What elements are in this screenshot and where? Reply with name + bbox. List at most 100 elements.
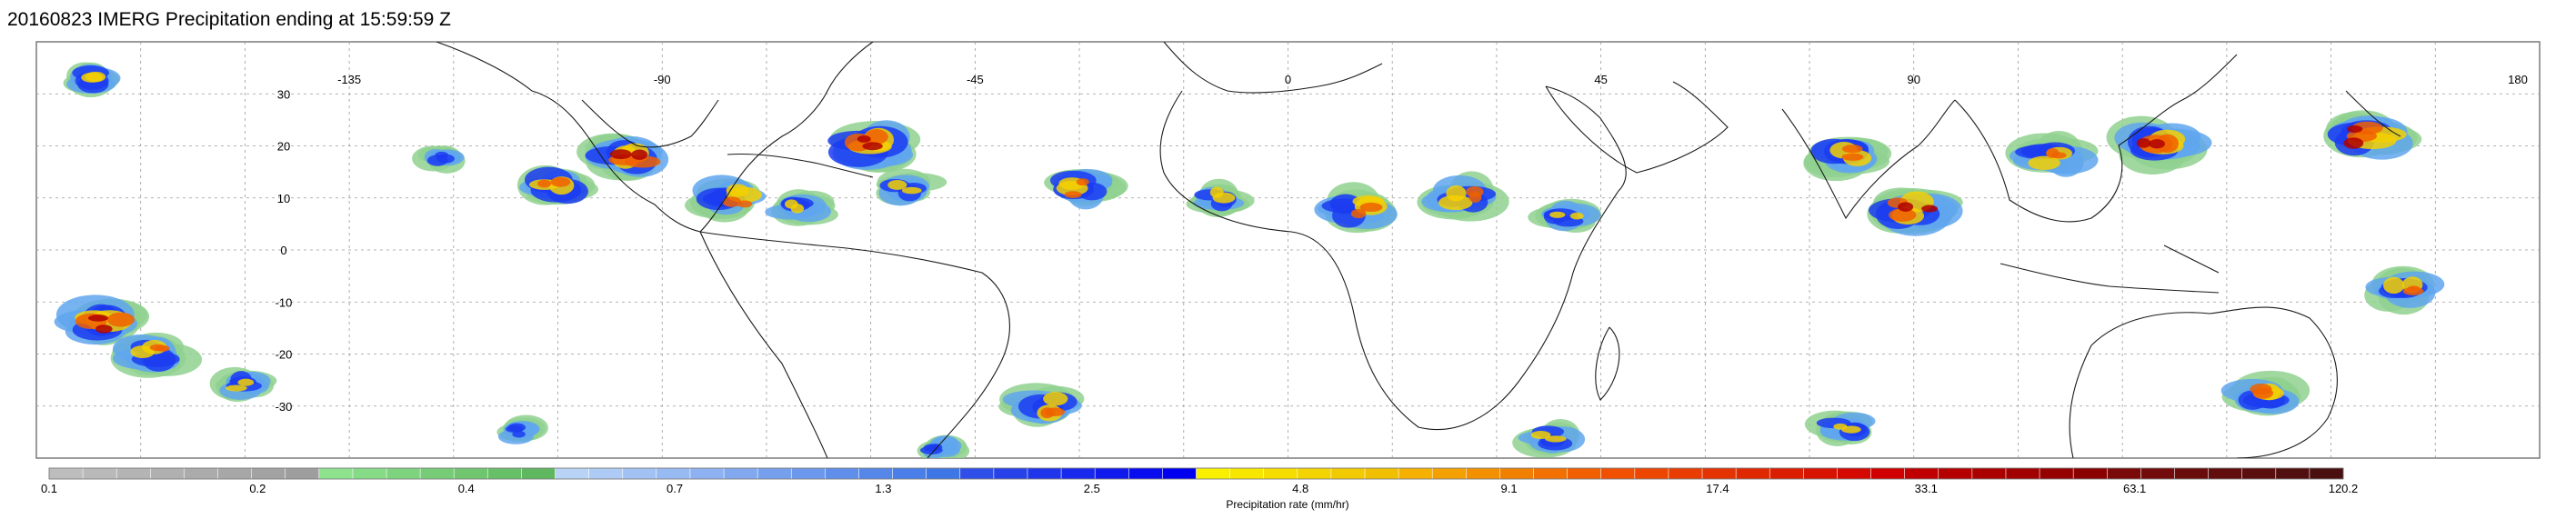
latitude-tick-label: -10 bbox=[276, 295, 293, 309]
longitude-tick-label: 180 bbox=[2508, 73, 2528, 86]
gulf-mexico-coast bbox=[581, 99, 719, 148]
rain-cell bbox=[765, 189, 838, 226]
colorbar-segment bbox=[2039, 467, 2074, 480]
colorbar-tick-label: 2.5 bbox=[1084, 482, 1100, 495]
colorbar-segment bbox=[1128, 467, 1164, 480]
colorbar-segment bbox=[825, 467, 860, 480]
colorbar-segment bbox=[352, 467, 387, 480]
colorbar-segment bbox=[2275, 467, 2310, 480]
colorbar-segment bbox=[217, 467, 253, 480]
precipitation-field bbox=[54, 62, 2445, 458]
colorbar-segment bbox=[1668, 467, 1703, 480]
longitude-tick-label: 90 bbox=[1908, 73, 1920, 86]
latitude-tick-label: 0 bbox=[280, 244, 286, 257]
colorbar-tick-label: 4.8 bbox=[1292, 482, 1308, 495]
rain-cell bbox=[209, 366, 277, 403]
colorbar-segment bbox=[1938, 467, 1973, 480]
indonesia-coast bbox=[2000, 245, 2220, 294]
colorbar-segment bbox=[1330, 467, 1366, 480]
colorbar-segment bbox=[1567, 467, 1602, 480]
latitude-tick-label: -30 bbox=[276, 400, 293, 414]
rain-cell bbox=[2323, 110, 2422, 160]
colorbar-segment bbox=[2106, 467, 2142, 480]
colorbar-segment bbox=[588, 467, 624, 480]
latitude-tick-label: 10 bbox=[277, 192, 290, 205]
rain-cell bbox=[2106, 115, 2212, 175]
rain-cell bbox=[2364, 265, 2445, 315]
colorbar-segment bbox=[1634, 467, 1669, 480]
rain-cell bbox=[63, 62, 121, 98]
rain-cell bbox=[576, 133, 669, 182]
rain-cell bbox=[2005, 130, 2099, 177]
colorbar-segment bbox=[2072, 467, 2109, 480]
colorbar-segment bbox=[487, 467, 523, 480]
colorbar-segment bbox=[1533, 467, 1569, 480]
australia-coast bbox=[2069, 306, 2338, 458]
rain-cell bbox=[516, 165, 598, 205]
colorbar-segment bbox=[959, 467, 995, 480]
colorbar-segment bbox=[1701, 467, 1737, 480]
rain-cell bbox=[1044, 168, 1128, 210]
colorbar-tick-label: 0.4 bbox=[458, 482, 475, 495]
colorbar-outline bbox=[48, 467, 2344, 480]
rain-cell bbox=[2220, 370, 2310, 416]
colorbar-segment bbox=[1263, 467, 1298, 480]
rain-cell bbox=[1417, 171, 1509, 222]
colorbar-segment bbox=[2005, 467, 2040, 480]
colorbar-segment bbox=[1803, 467, 1839, 480]
longitude-tick-label: -45 bbox=[967, 73, 984, 86]
colorbar-tick-label: 0.1 bbox=[41, 482, 57, 495]
longitude-tick-label: 45 bbox=[1594, 73, 1607, 86]
southeast-asia-coast bbox=[1954, 54, 2238, 223]
colorbar-segment bbox=[115, 467, 152, 480]
colorbar-segment bbox=[2140, 467, 2176, 480]
south-america-coast bbox=[699, 231, 1010, 458]
rain-cell bbox=[412, 145, 466, 174]
rain-cell bbox=[1512, 418, 1586, 458]
colorbar-segment bbox=[1600, 467, 1636, 480]
colorbar-segment bbox=[2241, 467, 2277, 480]
latitude-labels: 30 20 10 0 -10 -20 -30 bbox=[276, 87, 293, 414]
africa-coast bbox=[1159, 85, 1627, 431]
india-coast bbox=[1781, 99, 1956, 220]
map-title: 20160823 IMERG Precipitation ending at 1… bbox=[7, 9, 451, 30]
longitude-tick-label: 0 bbox=[1285, 73, 1291, 86]
colorbar-segment bbox=[1904, 467, 1940, 480]
colorbar-segment bbox=[656, 467, 691, 480]
rain-cell bbox=[1867, 187, 1963, 236]
madagascar-coast bbox=[1595, 326, 1620, 401]
caribbean-islands bbox=[727, 153, 874, 178]
colorbar-segment bbox=[82, 467, 118, 480]
colorbar-tick-label: 0.2 bbox=[249, 482, 266, 495]
colorbar-segment bbox=[521, 467, 556, 480]
colorbar-segment bbox=[1060, 467, 1096, 480]
colorbar-segment bbox=[1027, 467, 1062, 480]
colorbar-segment bbox=[723, 467, 758, 480]
colorbar-segment bbox=[1196, 467, 1231, 480]
colorbar-segment bbox=[993, 467, 1028, 480]
rain-cell bbox=[110, 332, 203, 378]
japan-coast bbox=[2345, 90, 2401, 137]
colorbar-segment bbox=[1466, 467, 1501, 480]
colorbar-segment bbox=[1364, 467, 1399, 480]
colorbar-segment bbox=[285, 467, 320, 480]
europe-coast bbox=[1163, 42, 1383, 94]
colorbar-segment bbox=[1431, 467, 1468, 480]
latitude-tick-label: 30 bbox=[277, 87, 290, 101]
colorbar-segment bbox=[790, 467, 827, 480]
arabia-coast bbox=[1545, 81, 1729, 174]
colorbar-segment bbox=[150, 467, 185, 480]
colorbar-segment bbox=[251, 467, 286, 480]
colorbar-segment bbox=[926, 467, 961, 480]
rain-cell bbox=[998, 383, 1085, 427]
north-america-coast bbox=[436, 42, 874, 233]
colorbar-segment bbox=[318, 467, 354, 480]
rain-cell bbox=[827, 120, 921, 173]
colorbar-tick-label: 33.1 bbox=[1915, 482, 1938, 495]
rain-cell bbox=[1314, 182, 1398, 234]
colorbar-segment bbox=[757, 467, 793, 480]
colorbar-segment bbox=[1229, 467, 1265, 480]
colorbar-tick-label: 120.2 bbox=[2329, 482, 2359, 495]
colorbar-tick-label: 9.1 bbox=[1501, 482, 1518, 495]
latitude-tick-label: 20 bbox=[277, 140, 290, 154]
